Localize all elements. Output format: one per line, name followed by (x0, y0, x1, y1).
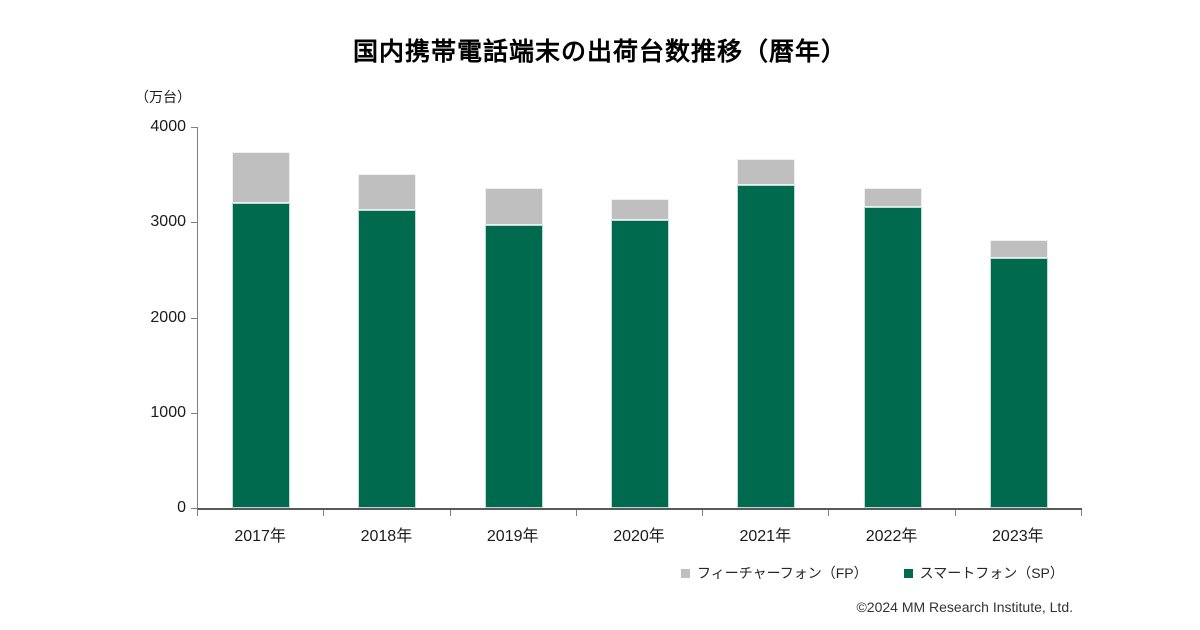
legend-swatch-icon (681, 568, 690, 578)
bar-segment-fp (484, 188, 543, 226)
x-tick-mark (323, 510, 324, 516)
y-tick-mark (191, 317, 197, 319)
legend-item: スマートフォン（SP） (903, 563, 1064, 583)
bar-segment-sp (484, 225, 543, 508)
y-tick-mark (191, 222, 197, 224)
plot-area (197, 127, 1082, 510)
x-tick-mark (702, 510, 703, 516)
x-axis-label: 2018年 (360, 528, 413, 545)
chart-title: 国内携帯電話端末の出荷台数推移（暦年） (352, 38, 847, 66)
x-tick-mark (576, 510, 577, 516)
y-tick-label: 0 (177, 499, 186, 516)
bar-segment-fp (863, 187, 922, 207)
legend-swatch-icon (903, 568, 913, 578)
x-axis-label: 2023年 (992, 528, 1044, 545)
legend: フィーチャーフォン（FP） スマートフォン（SP） (681, 563, 1064, 583)
y-tick-label: 4000 (150, 118, 186, 135)
x-axis-label: 2020年 (613, 528, 665, 545)
bar-segment-fp (232, 152, 291, 204)
bar-segment-sp (863, 206, 922, 508)
legend-item: フィーチャーフォン（FP） (681, 563, 868, 583)
bar-segment-sp (358, 209, 417, 508)
bar-segment-sp (232, 203, 291, 508)
y-tick-label: 1000 (150, 403, 186, 421)
copyright-text: ©2024 MM Research Institute, Ltd. (856, 599, 1073, 615)
bar-segment-fp (611, 198, 669, 220)
y-tick-label: 3000 (150, 213, 186, 231)
y-tick-label: 2000 (150, 308, 186, 326)
x-tick-mark (1081, 510, 1082, 516)
x-axis-label: 2019年 (486, 528, 539, 545)
y-tick-mark (191, 508, 197, 509)
bar-segment-fp (737, 158, 796, 185)
legend-label: フィーチャーフォン（FP） (697, 565, 868, 581)
x-axis-label: 2022年 (865, 528, 918, 545)
x-tick-mark (450, 510, 451, 516)
x-tick-mark (955, 510, 956, 516)
x-axis-label: 2021年 (739, 528, 792, 545)
y-tick-mark (191, 127, 197, 128)
bar-segment-fp (358, 174, 417, 210)
bar-segment-sp (989, 257, 1048, 508)
x-tick-mark (828, 510, 829, 516)
x-tick-mark (197, 510, 198, 516)
legend-label: スマートフォン（SP） (919, 565, 1064, 581)
x-axis-label: 2017年 (234, 528, 286, 545)
y-tick-mark (191, 412, 197, 414)
bar-segment-sp (611, 219, 669, 508)
y-axis-unit-label: （万台） (135, 89, 191, 105)
bar-segment-fp (989, 239, 1048, 258)
bar-segment-sp (737, 184, 796, 508)
